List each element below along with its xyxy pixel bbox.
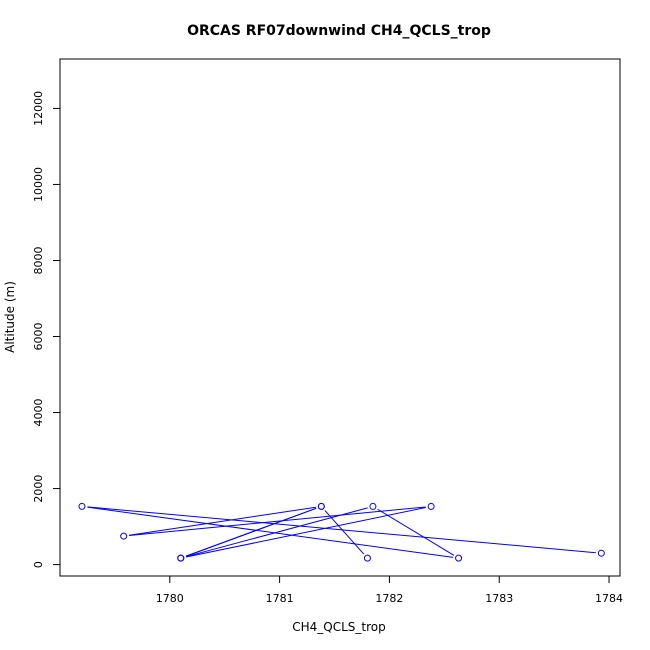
data-point [78,502,86,510]
x-tick-label: 1784 [595,592,623,605]
series-segment [185,507,317,557]
y-axis-label: Altitude (m) [3,281,17,353]
series-segment [129,506,316,536]
data-point [363,554,371,562]
x-axis-label: CH4_QCLS_trop [292,620,386,634]
x-tick-label: 1780 [156,592,184,605]
series-line-group [87,506,596,558]
x-axis: 1780 1781 1782 1783 1784 [156,575,623,605]
y-tick-label: 8000 [32,246,45,274]
x-tick-label: 1781 [266,592,294,605]
series-segment [186,507,426,558]
series-segment [324,510,365,555]
y-tick-label: 4000 [32,399,45,427]
chart-title: ORCAS RF07downwind CH4_QCLS_trop [187,23,491,39]
data-point [597,549,605,557]
y-tick-label: 0 [32,561,45,568]
data-point [317,502,325,510]
series-segment [129,506,426,537]
x-tick-label: 1783 [485,592,513,605]
y-axis: 0 2000 4000 6000 8000 10000 12000 [32,91,61,568]
y-tick-label: 6000 [32,323,45,351]
data-point [455,554,463,562]
data-point [369,502,377,510]
y-tick-label: 10000 [32,167,45,202]
y-tick-label: 12000 [32,91,45,126]
series-segment [377,508,455,556]
x-tick-label: 1782 [375,592,403,605]
data-point [427,502,435,510]
series-segment [185,507,368,558]
y-tick-label: 2000 [32,475,45,503]
data-point [120,532,128,540]
series-segment [87,506,454,558]
series-points-group [78,502,605,562]
data-point [177,554,185,562]
